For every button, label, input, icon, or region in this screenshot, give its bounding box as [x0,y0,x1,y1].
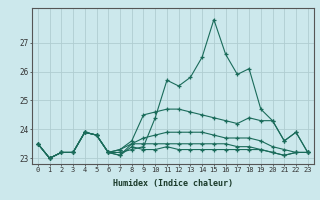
X-axis label: Humidex (Indice chaleur): Humidex (Indice chaleur) [113,179,233,188]
